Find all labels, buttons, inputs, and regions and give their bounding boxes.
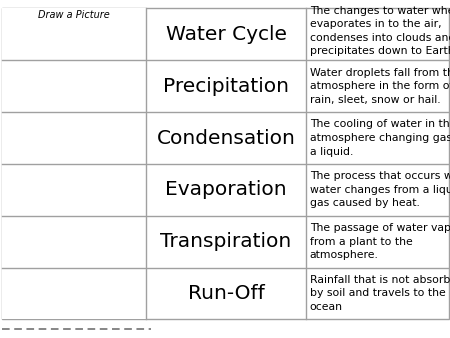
Text: Transpiration: Transpiration — [161, 232, 292, 251]
Text: The changes to water when it
evaporates in to the air,
condenses into clouds and: The changes to water when it evaporates … — [310, 6, 450, 56]
Text: Draw a Picture: Draw a Picture — [38, 10, 110, 21]
Text: The cooling of water in the
atmosphere changing gas to
a liquid.: The cooling of water in the atmosphere c… — [310, 119, 450, 156]
Text: Run-Off: Run-Off — [188, 284, 265, 303]
Text: Water droplets fall from the
atmosphere in the form of
rain, sleet, snow or hail: Water droplets fall from the atmosphere … — [310, 68, 450, 105]
Text: The process that occurs when
water changes from a liquid to a
gas caused by heat: The process that occurs when water chang… — [310, 171, 450, 209]
Text: The passage of water vapor
from a plant to the
atmosphere.: The passage of water vapor from a plant … — [310, 223, 450, 260]
Text: Evaporation: Evaporation — [165, 180, 287, 199]
Bar — [2, 164, 146, 216]
Bar — [2, 216, 146, 268]
Bar — [2, 60, 146, 112]
Bar — [2, 268, 146, 319]
Text: Water Cycle: Water Cycle — [166, 25, 287, 44]
Text: Rainfall that is not absorbed
by soil and travels to the
ocean: Rainfall that is not absorbed by soil an… — [310, 275, 450, 312]
Bar — [2, 8, 146, 60]
Text: Condensation: Condensation — [157, 128, 296, 147]
Text: Precipitation: Precipitation — [163, 77, 289, 96]
Bar — [2, 112, 146, 164]
